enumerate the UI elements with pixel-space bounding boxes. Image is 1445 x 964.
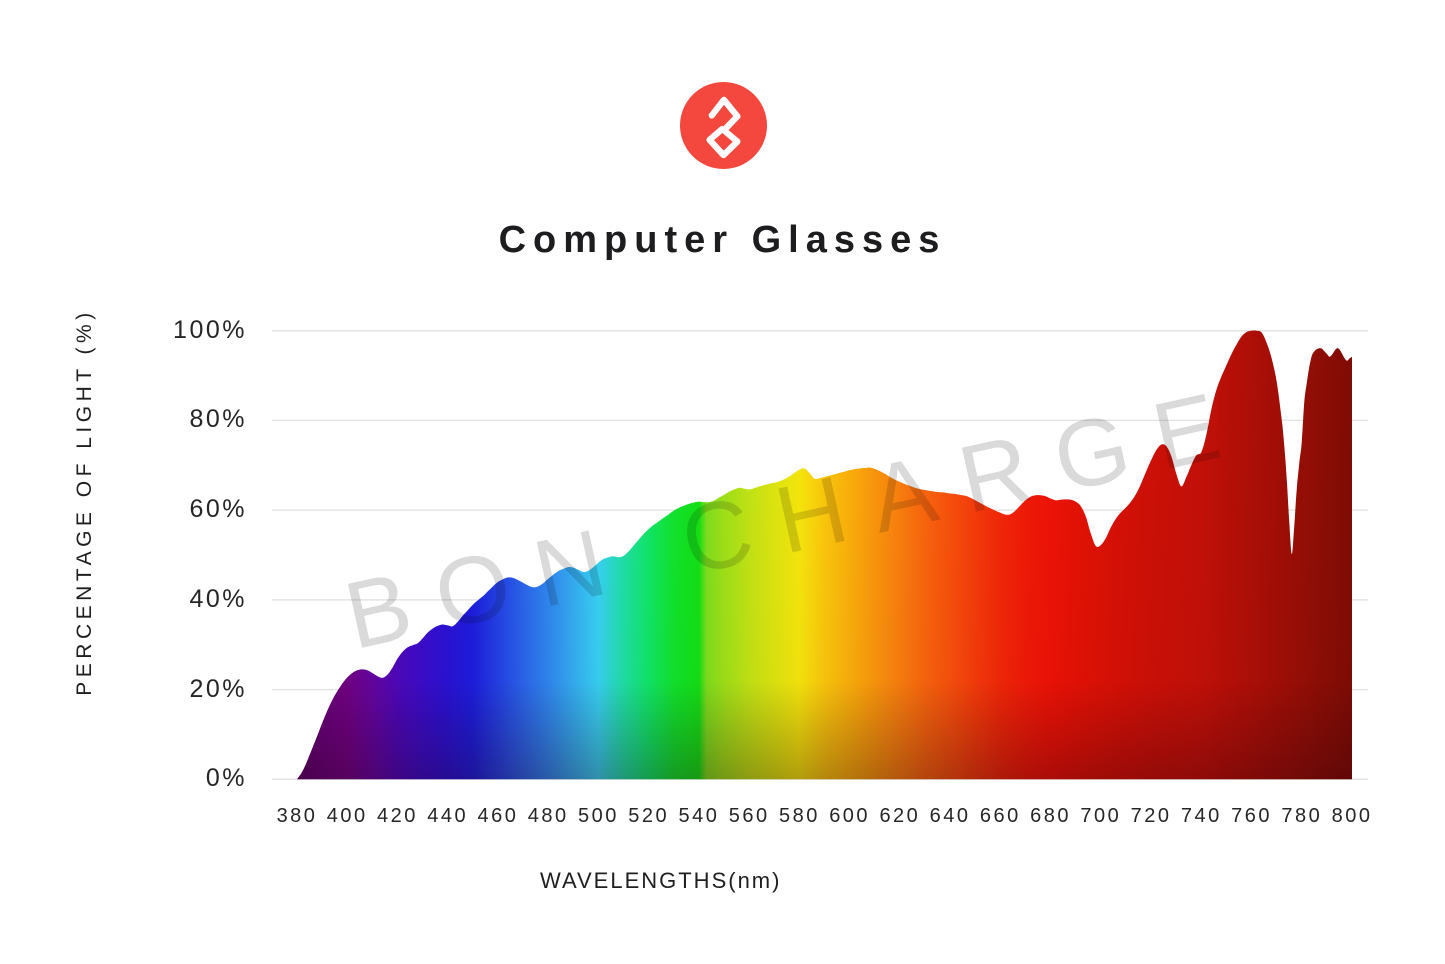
y-tick-label: 60% [189, 495, 247, 524]
x-tick-label: 800 [1331, 805, 1373, 827]
x-tick-label: 420 [377, 805, 418, 827]
x-tick-label: 380 [276, 805, 318, 827]
y-tick-label: 20% [189, 674, 247, 703]
x-tick-label: 520 [628, 805, 670, 827]
x-tick-label: 700 [1080, 805, 1122, 827]
x-tick-label: 780 [1281, 805, 1323, 827]
y-axis-title: PERCENTAGE OF LIGHT (%) [73, 308, 96, 696]
x-tick-label: 680 [1030, 805, 1072, 827]
x-tick-label: 560 [728, 805, 770, 827]
plot-area [272, 329, 1368, 781]
x-tick-label: 760 [1231, 805, 1272, 827]
spectrum-bottom-shade [297, 330, 1352, 780]
logo-eight-glyph [706, 96, 741, 159]
brand-logo [680, 82, 767, 169]
y-tick-label: 80% [189, 405, 247, 434]
x-tick-label: 400 [326, 805, 368, 827]
y-tick-label: 0% [205, 764, 247, 793]
y-tick-label: 40% [189, 584, 247, 613]
x-tick-label: 640 [929, 805, 971, 827]
x-tick-label: 600 [829, 805, 871, 827]
y-tick-label: 100% [173, 315, 247, 344]
page-title: Computer Glasses [498, 219, 947, 262]
x-tick-label: 660 [979, 805, 1021, 827]
x-tick-label: 540 [678, 805, 720, 827]
x-tick-label: 720 [1130, 805, 1172, 827]
bon-charge-logo-icon [680, 82, 767, 169]
x-tick-label: 740 [1180, 805, 1222, 827]
x-tick-label: 480 [527, 805, 569, 827]
x-tick-label: 580 [778, 805, 820, 827]
logo-circle [680, 82, 767, 169]
x-tick-label: 500 [578, 805, 619, 827]
x-axis-title: WAVELENGTHS(nm) [540, 868, 782, 893]
x-tick-label: 440 [427, 805, 469, 827]
x-tick-label: 460 [477, 805, 519, 827]
x-tick-label: 620 [879, 805, 921, 827]
